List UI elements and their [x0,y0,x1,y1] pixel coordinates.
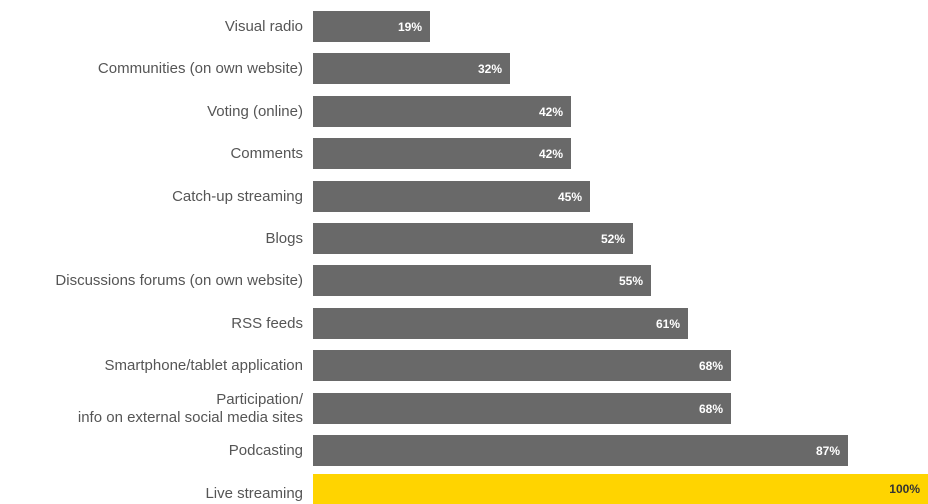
bar-value-label: 100% [889,482,920,496]
bar-value-label: 87% [815,444,840,458]
bar [313,96,571,127]
bar [313,308,688,339]
category-label: Communities (on own website) [97,60,303,77]
category-label: Participation/info on external social me… [77,391,303,426]
category-label: Smartphone/tablet application [104,357,303,374]
category-label: Catch-up streaming [172,188,303,205]
bar-value-label: 42% [538,105,563,119]
category-label: Podcasting [228,442,303,459]
category-label: Visual radio [224,18,303,35]
bar-value-label: 32% [477,62,502,76]
bar-value-label: 61% [655,317,680,331]
category-label: Live streaming [205,485,303,502]
category-label: Voting (online) [207,103,303,120]
bar-value-label: 19% [397,20,422,34]
category-label: Comments [230,145,303,162]
bar [313,435,848,466]
bar [313,181,590,212]
bar-value-label: 52% [600,232,625,246]
bar-value-label: 55% [618,274,643,288]
bar [313,223,633,254]
bar [313,53,510,84]
bar [313,393,731,424]
category-label: Blogs [265,230,303,247]
bar [313,474,928,504]
category-label: Discussions forums (on own website) [55,272,303,289]
bar [313,350,731,381]
bar-value-label: 42% [538,147,563,161]
bar [313,265,651,296]
bar-value-label: 68% [698,359,723,373]
bar [313,138,571,169]
bar [313,11,430,42]
bar-value-label: 68% [698,402,723,416]
bar-value-label: 45% [557,190,582,204]
category-label: RSS feeds [231,315,303,332]
